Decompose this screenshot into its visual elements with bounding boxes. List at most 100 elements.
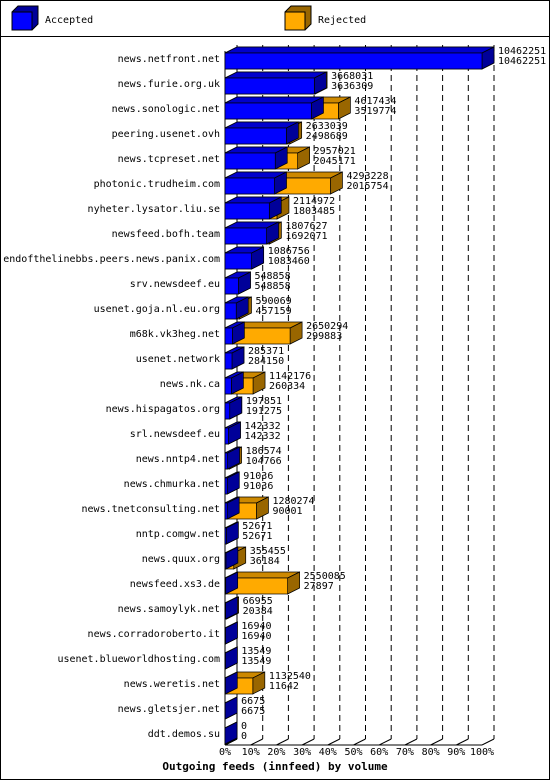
bar-face	[224, 77, 315, 95]
y-tick-label: news.gletsjer.net	[118, 704, 220, 715]
data-label: 16940	[241, 621, 271, 632]
data-label: 52671	[242, 521, 272, 532]
data-label: 590069	[255, 296, 291, 307]
bar	[224, 696, 238, 720]
tick-mark	[456, 738, 469, 746]
bar-face	[224, 452, 228, 470]
bar	[224, 621, 238, 645]
data-label: 3519774	[354, 106, 396, 117]
data-label: 191275	[246, 406, 282, 417]
data-label: 3636309	[331, 81, 373, 92]
bar	[224, 71, 327, 95]
data-label: 91036	[243, 481, 273, 492]
y-tick-label: news.hispagatos.org	[106, 404, 220, 415]
bar	[224, 571, 239, 595]
y-tick-label: ddt.demos.su	[148, 729, 220, 740]
bar-face	[224, 46, 495, 54]
data-label: 1132540	[269, 671, 311, 682]
y-tick-label: usenet.goja.nl.eu.org	[94, 304, 220, 315]
bar-face	[224, 96, 324, 104]
bar-face	[224, 177, 275, 195]
x-tick-label: 70%	[396, 747, 414, 758]
bar-face	[224, 71, 327, 79]
bar-face	[224, 127, 287, 145]
bar	[224, 646, 238, 670]
x-tick-label: 90%	[447, 747, 465, 758]
data-label: 2114972	[293, 196, 335, 207]
y-tick-label: usenet.blueworldhosting.com	[57, 654, 220, 665]
y-tick-label: news.nntp4.net	[136, 454, 220, 465]
y-tick-label: endofthelinebbs.peers.news.panix.com	[3, 254, 220, 265]
data-label: 2650294	[306, 321, 348, 332]
bar	[224, 46, 495, 70]
data-label: 91036	[243, 471, 273, 482]
data-label: 52671	[242, 531, 272, 542]
bar	[224, 421, 241, 445]
tick-mark	[301, 738, 315, 746]
bar-face	[224, 502, 228, 520]
data-label: 457159	[255, 306, 291, 317]
bar	[224, 96, 324, 120]
data-label: 260334	[269, 381, 305, 392]
data-label: 16940	[241, 631, 271, 642]
tick-mark	[276, 738, 289, 746]
x-tick-label: 0%	[219, 747, 231, 758]
y-tick-label: srl.newsdeef.eu	[130, 429, 220, 440]
data-label: 13549	[241, 656, 271, 667]
bar-face	[224, 402, 231, 420]
tick-mark	[404, 738, 418, 746]
chart-title: Outgoing feeds (innfeed) by volume	[162, 760, 388, 773]
data-label: 11642	[269, 681, 299, 692]
bar	[224, 596, 238, 620]
x-tick-label: 50%	[344, 747, 362, 758]
bar-face	[224, 577, 227, 595]
bar-face	[224, 352, 233, 370]
bar	[224, 371, 244, 395]
y-tick-label: news.tnetconsulting.net	[82, 504, 220, 515]
data-label: 299883	[306, 331, 342, 342]
data-label: 2957021	[314, 146, 356, 157]
bar	[224, 246, 264, 270]
data-label: 1086756	[268, 246, 310, 257]
bar	[224, 496, 240, 520]
data-label: 284150	[248, 356, 284, 367]
y-tick-label: news.furie.org.uk	[118, 79, 220, 90]
data-label: 186574	[246, 446, 282, 457]
data-label: 1083460	[268, 256, 310, 267]
data-label: 142332	[244, 431, 280, 442]
data-label: 10462251	[498, 46, 546, 57]
legend-swatch	[11, 11, 33, 31]
data-label: 2015754	[346, 181, 388, 192]
bar	[224, 296, 249, 320]
x-tick-label: 10%	[242, 747, 260, 758]
data-label: 27897	[304, 581, 334, 592]
data-label: 2550085	[304, 571, 346, 582]
bar-face	[224, 327, 233, 345]
bar-face	[224, 121, 299, 129]
y-tick-label: news.tcpreset.net	[118, 154, 220, 165]
x-tick-label: 100%	[470, 747, 494, 758]
legend-label: Rejected	[318, 15, 366, 26]
data-label: 90001	[272, 506, 302, 517]
bar	[224, 471, 240, 495]
y-tick-label: m68k.vk3heg.net	[130, 329, 220, 340]
y-tick-label: nntp.comgw.net	[136, 529, 220, 540]
bar	[224, 671, 238, 695]
x-tick-label: 30%	[293, 747, 311, 758]
y-tick-label: photonic.trudheim.com	[94, 179, 220, 190]
bar	[224, 321, 245, 345]
y-tick-label: news.samoylyk.net	[118, 604, 220, 615]
bar-face	[224, 552, 227, 570]
bar	[224, 221, 279, 245]
data-label: 1280274	[272, 496, 314, 507]
bar-face	[224, 602, 226, 620]
bar-face	[224, 102, 312, 120]
x-tick-label: 40%	[319, 747, 337, 758]
data-label: 6675	[241, 706, 265, 717]
data-label: 2045171	[314, 156, 356, 167]
y-tick-label: newsfeed.bofh.team	[112, 229, 220, 240]
tick-mark	[430, 738, 443, 746]
data-label: 66955	[243, 596, 273, 607]
bar	[224, 121, 299, 145]
